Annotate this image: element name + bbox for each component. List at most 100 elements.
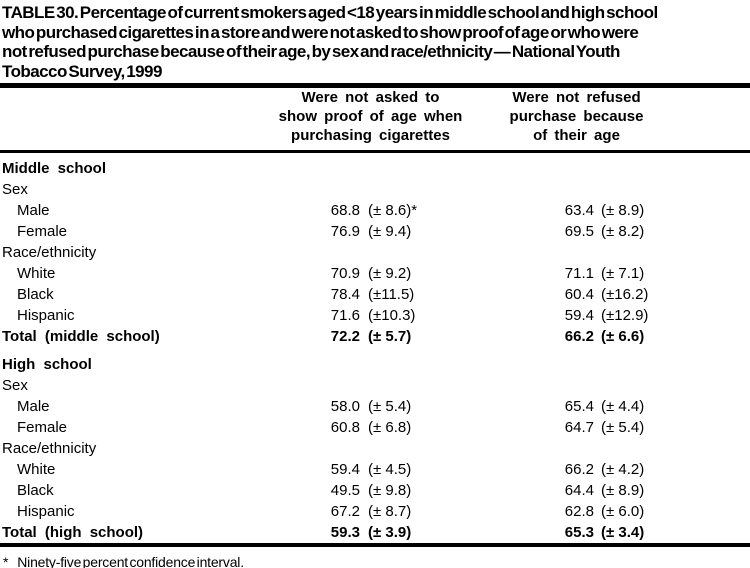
row-label: White [17, 461, 56, 478]
table-body: Middle school Sex Male 68.8 (± 8.6)* 63.… [0, 153, 750, 543]
col2-value [454, 375, 594, 396]
title-line-4: Tobacco Survey, 1999 [2, 61, 162, 81]
col2-value: 62.8 [564, 503, 594, 520]
table-row: Female 76.9 (± 9.4) 69.5 (± 8.2) [0, 221, 750, 242]
col2-value: 65.3 [564, 524, 594, 541]
top-rule [0, 83, 750, 88]
column-header-line: of their age [533, 127, 620, 144]
col2-value [454, 438, 594, 459]
col2-confidence-interval: (± 6.6) [601, 328, 645, 345]
row-label: Sex [2, 377, 28, 394]
col2-value: 63.4 [564, 202, 594, 219]
row-label: Hispanic [17, 307, 75, 324]
row-label: Middle school [2, 160, 107, 177]
table-row: Race/ethnicity [0, 242, 750, 263]
table-title: TABLE 30. Percentage of current smokers … [0, 0, 750, 81]
col2-value [454, 354, 594, 375]
col1-value [300, 438, 360, 459]
row-label: Female [17, 419, 68, 436]
title-line-1: TABLE 30. Percentage of current smokers … [2, 3, 658, 22]
col2-confidence-interval: (±12.9) [601, 307, 649, 324]
col2-value: 64.7 [564, 419, 594, 436]
col1-value [300, 354, 360, 375]
table-row: White 59.4 (± 4.5) 66.2 (± 4.2) [0, 459, 750, 480]
row-label: Race/ethnicity [2, 244, 97, 261]
col2-value: 66.2 [564, 461, 594, 478]
column-header-not-refused: Were not refused purchase because of the… [484, 88, 669, 145]
col2-confidence-interval: (± 4.2) [601, 461, 645, 478]
col1-value [300, 242, 360, 263]
col2-confidence-interval [601, 158, 697, 179]
row-label: High school [2, 356, 92, 373]
col2-confidence-interval: (± 7.1) [601, 265, 645, 282]
table-row: Sex [0, 179, 750, 200]
col2-confidence-interval: (± 8.2) [601, 223, 645, 240]
row-label: Black [17, 482, 54, 499]
col1-value: 76.9 [330, 223, 360, 240]
col2-value [454, 179, 594, 200]
col1-confidence-interval: (± 4.5) [368, 461, 412, 478]
col1-confidence-interval: (± 5.7) [368, 328, 412, 345]
row-label: White [17, 265, 56, 282]
col1-value [300, 158, 360, 179]
row-label: Female [17, 223, 68, 240]
table-row: Male 58.0 (± 5.4) 65.4 (± 4.4) [0, 396, 750, 417]
table-row: High school [0, 354, 750, 375]
footnote-marker: * [3, 554, 9, 568]
table-row: Black 78.4 (±11.5) 60.4 (±16.2) [0, 284, 750, 305]
table-row: Race/ethnicity [0, 438, 750, 459]
col1-value: 70.9 [330, 265, 360, 282]
col1-confidence-interval [368, 158, 454, 179]
col2-confidence-interval: (± 8.9) [601, 482, 645, 499]
col1-value: 67.2 [330, 503, 360, 520]
col2-confidence-interval [601, 179, 697, 200]
col2-value [454, 158, 594, 179]
col1-confidence-interval [368, 242, 454, 263]
table-row: Middle school [0, 158, 750, 179]
col1-value: 78.4 [330, 286, 360, 303]
table-row: Male 68.8 (± 8.6)* 63.4 (± 8.9) [0, 200, 750, 221]
col2-confidence-interval: (± 3.4) [601, 524, 645, 541]
bottom-rule [0, 543, 750, 547]
row-label: Race/ethnicity [2, 440, 97, 457]
column-header-line: purchasing cigarettes [291, 127, 450, 144]
col1-value: 68.8 [330, 202, 360, 219]
col2-value: 69.5 [564, 223, 594, 240]
table-row: Sex [0, 375, 750, 396]
col1-value [300, 179, 360, 200]
col1-value: 59.4 [330, 461, 360, 478]
col1-value: 60.8 [330, 419, 360, 436]
col2-confidence-interval: (± 8.9) [601, 202, 645, 219]
col1-confidence-interval [368, 179, 454, 200]
col2-confidence-interval: (± 4.4) [601, 398, 645, 415]
col1-confidence-interval: (± 9.8) [368, 482, 412, 499]
col1-value: 71.6 [330, 307, 360, 324]
footnote: * Ninety-five percent confidence interval… [0, 554, 750, 568]
column-header-line: show proof of age when [278, 108, 463, 125]
col1-value: 58.0 [330, 398, 360, 415]
col2-confidence-interval [601, 438, 697, 459]
column-headers: Were not asked to show proof of age when… [0, 88, 750, 150]
row-label: Male [17, 202, 50, 219]
col1-confidence-interval [368, 438, 454, 459]
col1-confidence-interval: (± 9.4) [368, 223, 412, 240]
col1-confidence-interval: (± 5.4) [368, 398, 412, 415]
col2-value: 64.4 [564, 482, 594, 499]
col1-confidence-interval: (±11.5) [368, 286, 415, 303]
col1-confidence-interval: (± 8.6)* [368, 202, 418, 219]
table-row: Black 49.5 (± 9.8) 64.4 (± 8.9) [0, 480, 750, 501]
col2-confidence-interval [601, 242, 697, 263]
col2-value: 59.4 [564, 307, 594, 324]
row-label: Sex [2, 181, 28, 198]
column-header-not-asked: Were not asked to show proof of age when… [243, 88, 498, 145]
row-label: Male [17, 398, 50, 415]
table-row: Total (high school) 59.3 (± 3.9) 65.3 (±… [0, 522, 750, 543]
table-row: White 70.9 (± 9.2) 71.1 (± 7.1) [0, 263, 750, 284]
column-header-line: Were not refused [512, 89, 641, 106]
col1-confidence-interval: (±10.3) [368, 307, 416, 324]
col1-value: 72.2 [330, 328, 360, 345]
col2-confidence-interval: (± 5.4) [601, 419, 645, 436]
table-row: Total (middle school) 72.2 (± 5.7) 66.2 … [0, 326, 750, 347]
col1-confidence-interval: (± 3.9) [368, 524, 412, 541]
table-row: Hispanic 71.6 (±10.3) 59.4 (±12.9) [0, 305, 750, 326]
